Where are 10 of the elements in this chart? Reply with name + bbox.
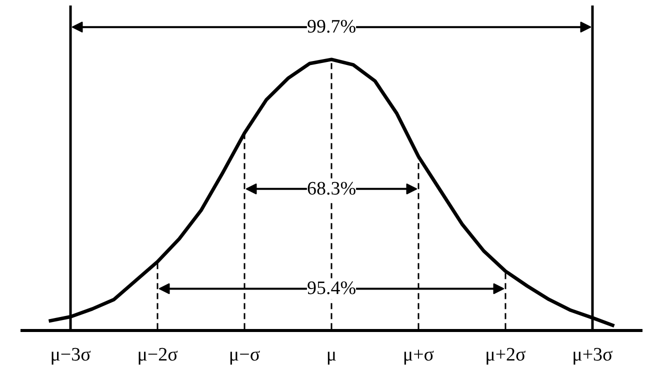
- annotation: 68.3%: [306, 178, 356, 200]
- x-tick-label: μ+3σ: [572, 344, 613, 366]
- x-tick-label: μ−2σ: [137, 344, 178, 366]
- x-tick-label: μ−3σ: [50, 344, 91, 366]
- x-tick-label: μ+σ: [402, 344, 434, 366]
- text: 99.7%: [306, 16, 356, 38]
- x-tick-label: μ: [326, 344, 337, 366]
- x-tick-label: μ+2σ: [485, 344, 526, 366]
- annotation: 95.4%: [306, 278, 356, 300]
- x-tick-label: μ−σ: [228, 344, 260, 366]
